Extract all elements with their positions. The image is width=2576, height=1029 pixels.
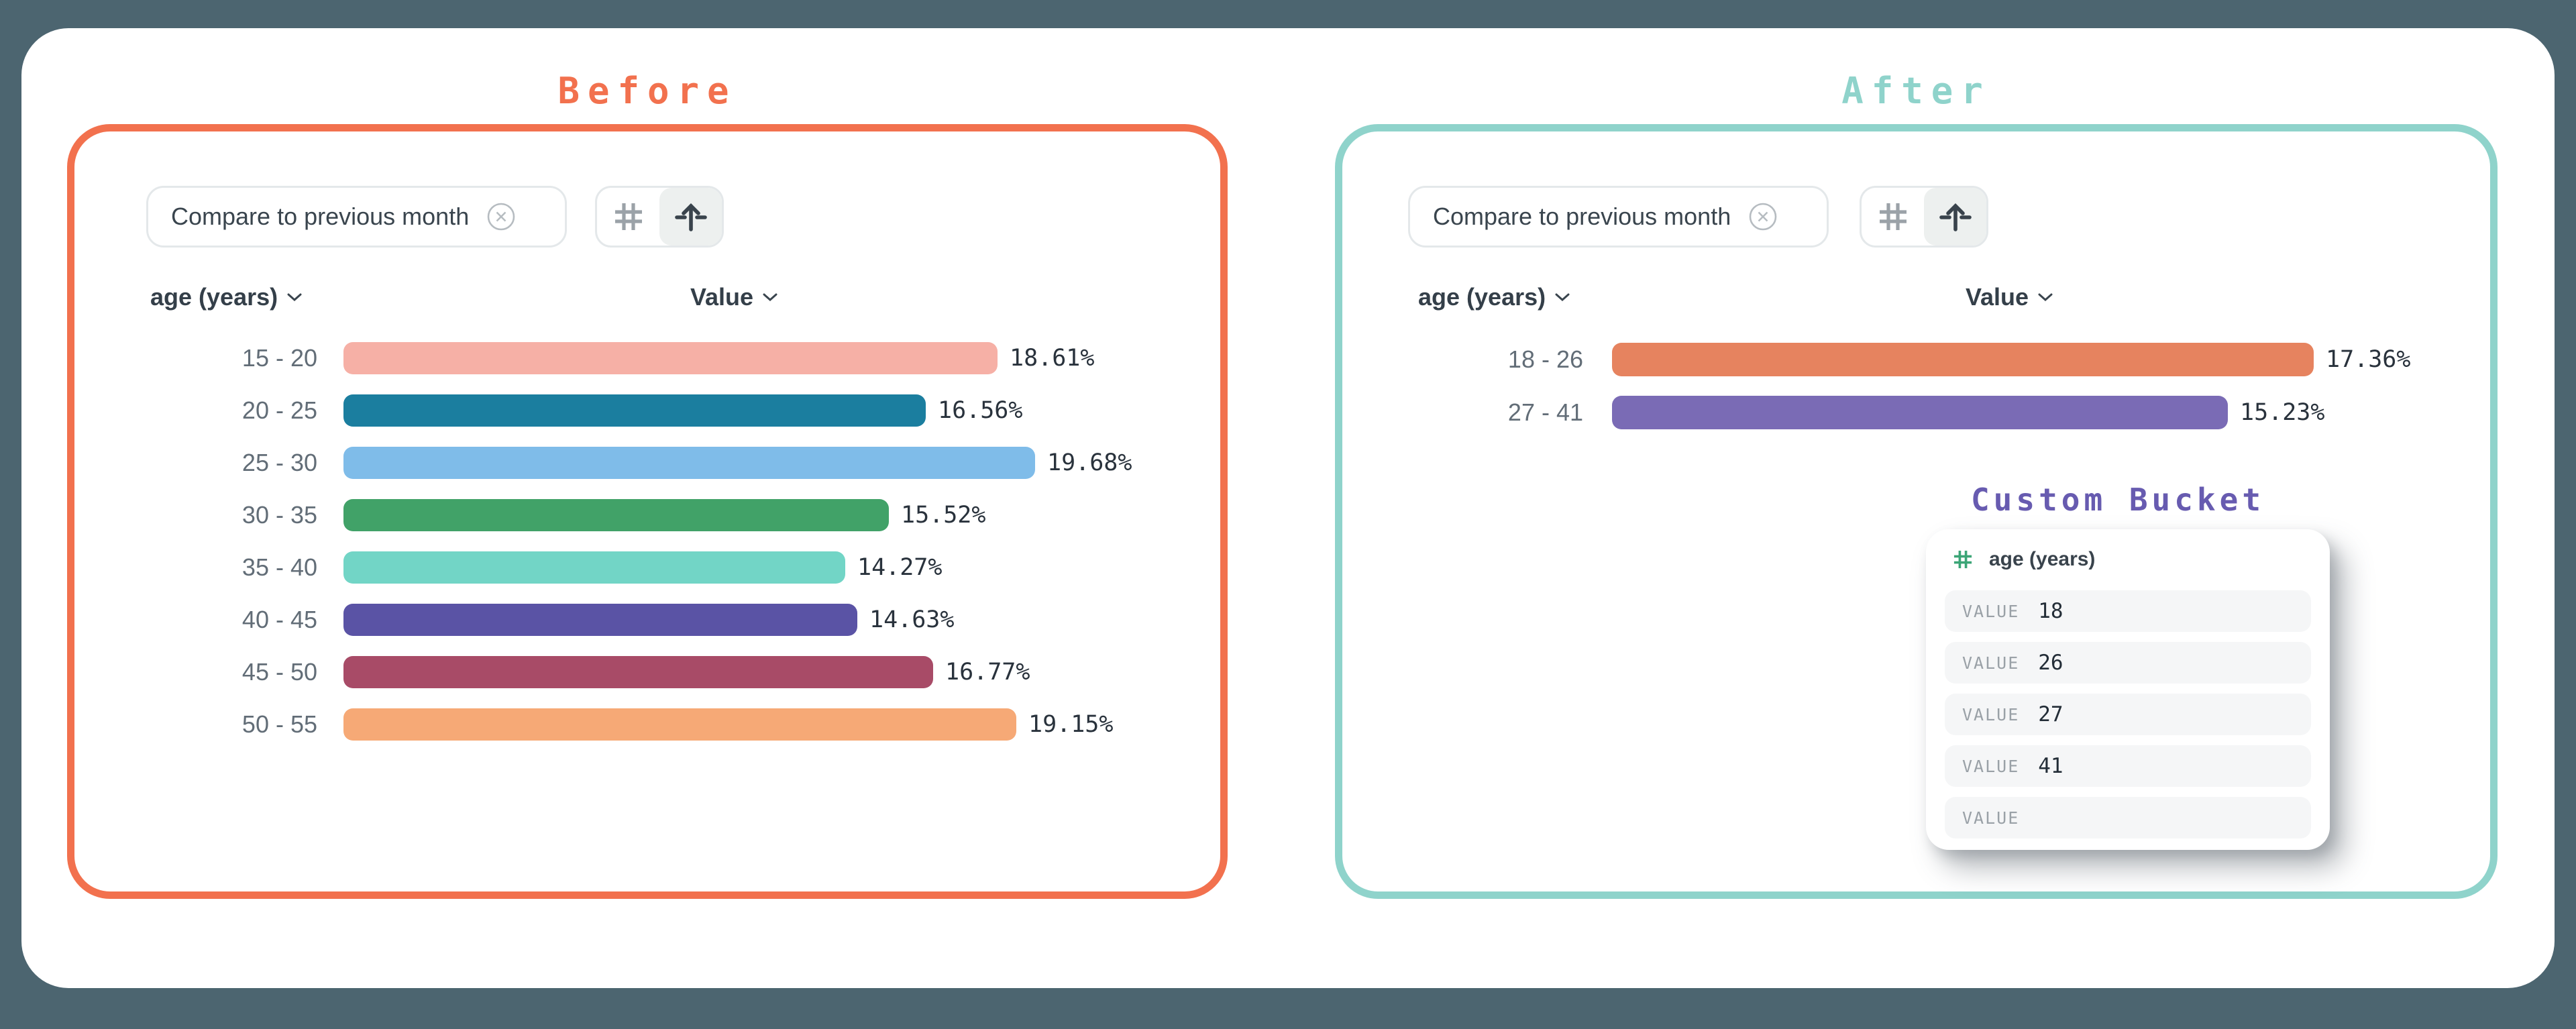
hash-icon	[1951, 548, 1974, 571]
bar[interactable]	[343, 342, 998, 374]
chevron-down-icon	[1555, 292, 1570, 302]
value-label: 16.56%	[938, 397, 1023, 424]
filter-chip-label: Compare to previous month	[171, 203, 470, 230]
before-frame: Compare to previous month	[67, 124, 1228, 899]
category-label: 50 - 55	[241, 710, 317, 738]
bucket-value-input[interactable]: VALUE 26	[1945, 642, 2311, 684]
value-header-dropdown[interactable]: Value	[1875, 283, 2143, 311]
custom-bucket-title: Custom Bucket	[1970, 482, 2265, 518]
dimension-header-label: age (years)	[150, 283, 278, 311]
category-label: 25 - 30	[241, 449, 317, 476]
chart-row: 45 - 50 16.77%	[74, 646, 1220, 698]
dimension-header-label: age (years)	[1418, 283, 1546, 311]
category-label: 30 - 35	[241, 501, 317, 529]
remove-filter-icon[interactable]	[1748, 202, 1778, 231]
bar[interactable]	[343, 499, 889, 531]
bar[interactable]	[343, 708, 1016, 741]
value-header-dropdown[interactable]: Value	[600, 283, 868, 311]
chart-header-row: age (years) Value	[74, 283, 1220, 315]
category-label: 18 - 26	[1507, 345, 1583, 373]
chart-row: 27 - 41 15.23%	[1342, 386, 2490, 439]
arrow-up-from-line-icon	[1938, 199, 1973, 234]
bucket-value-input[interactable]: VALUE	[1945, 797, 2311, 838]
value-label: 14.63%	[869, 606, 955, 633]
bucket-value-input[interactable]: VALUE 18	[1945, 590, 2311, 632]
before-title: Before	[557, 70, 737, 112]
custom-bins-button[interactable]	[1924, 188, 1986, 246]
value-header-label: Value	[690, 283, 754, 311]
filter-chip[interactable]: Compare to previous month	[1408, 186, 1829, 248]
category-label: 15 - 20	[241, 344, 317, 372]
chart-row: 18 - 26 17.36%	[1342, 333, 2490, 386]
bucket-value-input[interactable]: VALUE 27	[1945, 694, 2311, 735]
value-input-label: VALUE	[1962, 704, 2020, 724]
arrow-up-from-line-icon	[674, 199, 708, 234]
numeric-bins-button[interactable]	[1862, 188, 1924, 246]
hash-icon	[611, 199, 646, 234]
value-input-text: 26	[2038, 651, 2063, 675]
chevron-down-icon	[2038, 292, 2053, 302]
chevron-down-icon	[763, 292, 777, 302]
category-label: 45 - 50	[241, 658, 317, 686]
dimension-header-dropdown[interactable]: age (years)	[1418, 283, 1570, 311]
bucket-value-input[interactable]: VALUE 41	[1945, 745, 2311, 787]
chart-row: 40 - 45 14.63%	[74, 594, 1220, 646]
bucketing-toggle-group	[595, 186, 724, 248]
value-input-text: 41	[2038, 754, 2063, 778]
value-label: 14.27%	[857, 554, 943, 581]
value-label: 15.52%	[901, 502, 986, 529]
category-label: 20 - 25	[241, 396, 317, 424]
comparison-card: Before Compare to previous month	[21, 28, 2555, 988]
popup-field-label: age (years)	[1989, 548, 2096, 570]
value-label: 19.68%	[1047, 449, 1132, 476]
custom-bins-button[interactable]	[659, 188, 722, 246]
bar[interactable]	[343, 394, 926, 427]
value-label: 18.61%	[1010, 345, 1095, 372]
value-label: 15.23%	[2240, 398, 2325, 426]
bar[interactable]	[1612, 395, 2228, 429]
value-input-text: 27	[2038, 702, 2063, 726]
value-input-text: 18	[2038, 599, 2063, 623]
category-label: 40 - 45	[241, 606, 317, 633]
dimension-header-dropdown[interactable]: age (years)	[150, 283, 302, 311]
value-label: 17.36%	[2326, 345, 2411, 373]
bar[interactable]	[343, 604, 857, 636]
custom-bucket-popup: age (years) VALUE 18 VALUE 26 VALUE 27	[1926, 529, 2330, 850]
bar[interactable]	[343, 551, 845, 584]
chart-header-row: age (years) Value	[1342, 283, 2490, 315]
after-panel: After Compare to previous month	[1335, 28, 2498, 989]
filter-chip[interactable]: Compare to previous month	[146, 186, 567, 248]
after-bar-chart: 18 - 26 17.36% 27 - 41 15.23%	[1342, 333, 2490, 439]
category-label: 27 - 41	[1507, 398, 1583, 426]
value-header-label: Value	[1965, 283, 2029, 311]
chevron-down-icon	[287, 292, 302, 302]
hash-icon	[1876, 199, 1911, 234]
after-frame: Compare to previous month	[1335, 124, 2498, 899]
chart-row: 50 - 55 19.15%	[74, 698, 1220, 751]
chart-row: 30 - 35 15.52%	[74, 489, 1220, 541]
value-input-label: VALUE	[1962, 808, 2020, 828]
filter-chip-label: Compare to previous month	[1433, 203, 1731, 230]
numeric-bins-button[interactable]	[597, 188, 659, 246]
category-label: 35 - 40	[241, 553, 317, 581]
chart-row: 20 - 25 16.56%	[74, 384, 1220, 437]
value-input-label: VALUE	[1962, 601, 2020, 621]
bar[interactable]	[343, 447, 1035, 479]
after-title: After	[1841, 70, 1991, 112]
value-label: 16.77%	[945, 659, 1030, 686]
chart-row: 15 - 20 18.61%	[74, 332, 1220, 384]
popup-field-header: age (years)	[1951, 548, 2095, 571]
chart-row: 25 - 30 19.68%	[74, 437, 1220, 489]
bar[interactable]	[343, 656, 933, 688]
before-bar-chart: 15 - 20 18.61% 20 - 25 16.56% 25 - 30 19…	[74, 332, 1220, 751]
chart-row: 35 - 40 14.27%	[74, 541, 1220, 594]
value-input-label: VALUE	[1962, 653, 2020, 673]
bar[interactable]	[1612, 342, 2314, 376]
value-label: 19.15%	[1028, 711, 1114, 738]
remove-filter-icon[interactable]	[486, 202, 516, 231]
value-input-label: VALUE	[1962, 756, 2020, 776]
before-panel: Before Compare to previous month	[67, 28, 1228, 989]
bucketing-toggle-group	[1860, 186, 1988, 248]
